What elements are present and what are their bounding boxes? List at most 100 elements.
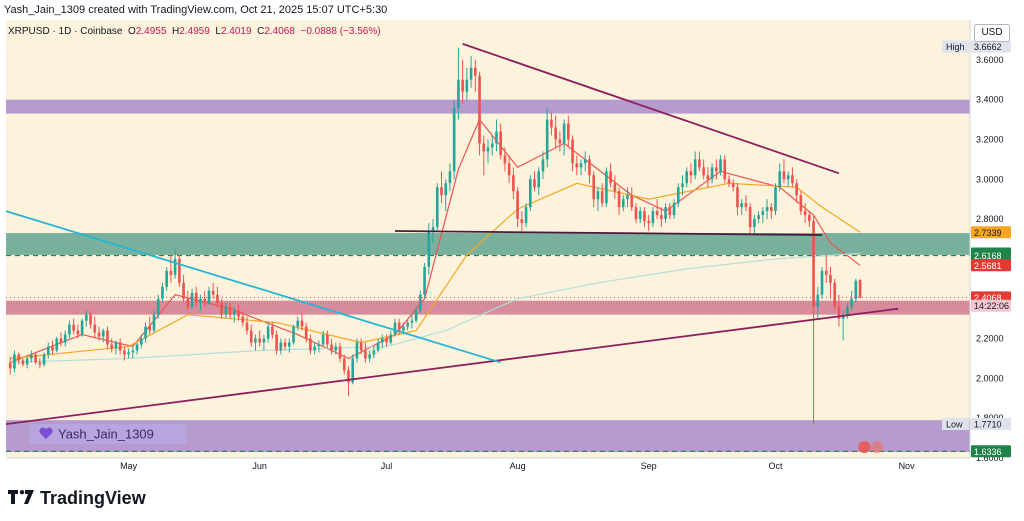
candle[interactable]: [457, 47, 460, 120]
candle[interactable]: [414, 306, 418, 323]
candle[interactable]: [300, 312, 304, 331]
candle[interactable]: [165, 266, 168, 291]
candle[interactable]: [220, 298, 223, 319]
candle[interactable]: [182, 274, 185, 303]
candle[interactable]: [216, 286, 219, 307]
candle[interactable]: [816, 286, 820, 319]
candle[interactable]: [194, 286, 198, 307]
candle[interactable]: [499, 123, 502, 160]
candle[interactable]: [148, 316, 152, 335]
candle[interactable]: [186, 290, 190, 311]
candle[interactable]: [715, 159, 718, 180]
candle[interactable]: [93, 316, 97, 339]
candle[interactable]: [753, 215, 756, 236]
candle[interactable]: [626, 187, 629, 208]
candle[interactable]: [347, 366, 350, 397]
candle[interactable]: [478, 71, 481, 156]
candle[interactable]: [271, 322, 274, 339]
candle[interactable]: [321, 330, 325, 347]
candle[interactable]: [723, 155, 727, 184]
candle[interactable]: [693, 151, 697, 180]
candle[interactable]: [364, 342, 367, 363]
candle[interactable]: [203, 290, 207, 307]
candle[interactable]: [528, 175, 532, 212]
candle[interactable]: [588, 155, 591, 184]
candle[interactable]: [600, 183, 604, 208]
candle[interactable]: [621, 195, 625, 212]
candle[interactable]: [334, 342, 338, 355]
candle[interactable]: [17, 352, 20, 365]
candle[interactable]: [452, 99, 456, 180]
candle[interactable]: [385, 334, 388, 347]
candle[interactable]: [283, 338, 287, 351]
candle[interactable]: [524, 203, 528, 228]
candle[interactable]: [440, 171, 443, 204]
candle[interactable]: [275, 330, 278, 355]
candle[interactable]: [592, 171, 596, 208]
candle[interactable]: [774, 183, 777, 216]
candle[interactable]: [820, 266, 824, 299]
candle[interactable]: [127, 348, 130, 359]
candle[interactable]: [512, 167, 515, 200]
candle[interactable]: [634, 203, 638, 224]
candle[interactable]: [647, 215, 650, 232]
candle[interactable]: [824, 254, 828, 283]
candle[interactable]: [482, 135, 486, 176]
candle[interactable]: [638, 207, 642, 224]
candle[interactable]: [655, 199, 659, 220]
candle[interactable]: [858, 279, 862, 299]
candle[interactable]: [795, 179, 798, 204]
candle[interactable]: [393, 318, 397, 337]
tradingview-brand[interactable]: TradingView: [8, 488, 146, 509]
candle[interactable]: [254, 334, 257, 351]
candle[interactable]: [355, 338, 359, 363]
candle[interactable]: [38, 358, 42, 369]
candle[interactable]: [651, 207, 655, 228]
candle[interactable]: [21, 358, 25, 367]
candle[interactable]: [769, 203, 773, 220]
candle[interactable]: [406, 318, 409, 331]
candle[interactable]: [461, 59, 464, 104]
candle[interactable]: [706, 167, 710, 188]
candle[interactable]: [317, 340, 321, 353]
candle[interactable]: [34, 352, 37, 365]
candle[interactable]: [837, 294, 841, 327]
candle[interactable]: [199, 294, 202, 311]
candle[interactable]: [474, 59, 477, 92]
candle[interactable]: [72, 318, 75, 335]
candle[interactable]: [503, 147, 507, 172]
candle[interactable]: [144, 322, 147, 343]
candle[interactable]: [495, 119, 498, 152]
candle[interactable]: [685, 167, 689, 188]
candle[interactable]: [740, 199, 743, 216]
candle[interactable]: [241, 310, 245, 327]
candle[interactable]: [668, 203, 672, 220]
candle[interactable]: [829, 266, 832, 299]
candle[interactable]: [583, 151, 587, 172]
candle[interactable]: [249, 324, 253, 347]
candle[interactable]: [537, 167, 541, 196]
candle[interactable]: [765, 199, 769, 220]
candle[interactable]: [567, 115, 570, 148]
candle[interactable]: [139, 334, 143, 349]
candle[interactable]: [152, 310, 156, 333]
candle[interactable]: [262, 334, 266, 351]
candle[interactable]: [330, 338, 333, 355]
candle[interactable]: [423, 262, 426, 299]
candle[interactable]: [681, 175, 684, 196]
candle[interactable]: [554, 115, 557, 148]
candle[interactable]: [266, 322, 270, 343]
candle[interactable]: [85, 310, 88, 327]
candle[interactable]: [101, 328, 105, 343]
candle[interactable]: [292, 324, 295, 345]
candle[interactable]: [778, 163, 782, 192]
candle[interactable]: [689, 163, 693, 184]
candle[interactable]: [613, 175, 617, 200]
candle[interactable]: [727, 175, 731, 188]
candle[interactable]: [757, 211, 760, 224]
candle[interactable]: [59, 332, 63, 347]
candle[interactable]: [808, 211, 811, 228]
candle[interactable]: [211, 282, 215, 299]
candle[interactable]: [833, 278, 837, 311]
candle[interactable]: [571, 135, 574, 172]
